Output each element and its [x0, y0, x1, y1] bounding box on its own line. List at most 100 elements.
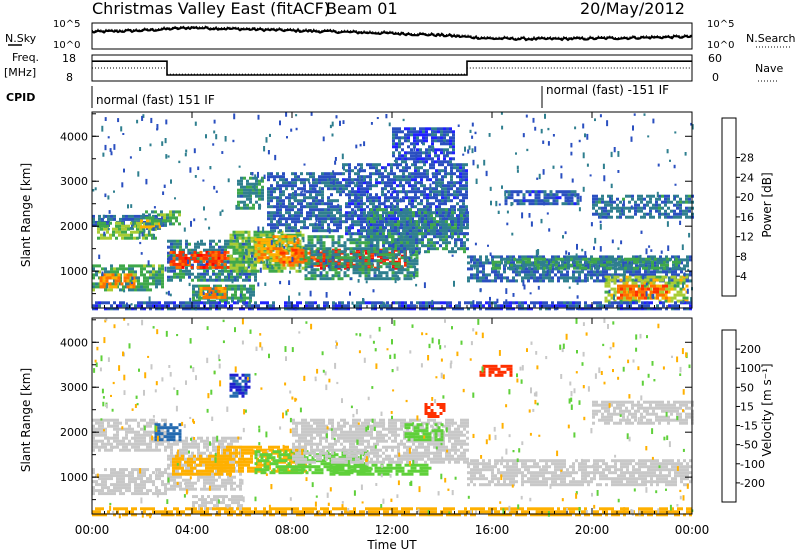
heat-cell-18	[442, 232, 445, 236]
heat-cell-18	[463, 250, 466, 254]
heat-cell-19	[434, 151, 437, 155]
heat-cell-15	[249, 188, 252, 192]
heat-cell-20	[563, 261, 566, 265]
heat-cell-16	[267, 175, 270, 179]
heat-cell-14	[316, 247, 320, 251]
heat-cell-18	[388, 232, 391, 236]
heat-cell-25	[543, 193, 547, 197]
heat-cell-14	[310, 253, 314, 257]
heat-cell-10	[298, 257, 302, 261]
heat-cell-14	[331, 274, 335, 278]
heat-cell-2	[95, 282, 98, 286]
heat-cell-20	[488, 279, 491, 283]
heat-cell-16	[312, 205, 315, 209]
heat-cell-20	[485, 276, 488, 280]
heat-cell-12	[291, 263, 295, 267]
heat-cell-18	[427, 229, 430, 233]
heat-cell-24	[652, 194, 655, 198]
heat-cell-17	[456, 196, 459, 200]
heat-cell-20	[566, 276, 569, 280]
heat-cell-2	[104, 267, 107, 271]
heat-cell-1	[103, 227, 106, 231]
heat-cell-7	[196, 259, 200, 263]
heat-cell-1	[139, 221, 142, 225]
heat-cell-16	[267, 217, 270, 221]
heat-cell-24	[655, 203, 658, 207]
heat-cell-14	[337, 238, 341, 242]
heat-cell-24	[652, 215, 655, 219]
heat-cell-17	[345, 220, 348, 224]
heat-cell-17	[351, 202, 354, 206]
heat-cell-16	[291, 220, 294, 224]
heat-cell-22	[679, 275, 683, 279]
heat-cell-20	[653, 273, 656, 277]
heat-cell-16	[339, 214, 342, 218]
heat-cell-2	[101, 267, 104, 271]
heat-cell-12	[288, 263, 292, 267]
heat-cell-22	[646, 284, 650, 288]
heat-cell-19	[410, 127, 413, 131]
heat-cell-6	[224, 269, 227, 273]
heat-cell-14	[355, 244, 359, 248]
heat-cell-16	[294, 190, 297, 194]
heat-cell-18	[367, 211, 370, 215]
heat-cell-14	[385, 253, 389, 257]
heat-cell-17	[420, 166, 423, 170]
heat-cell-19	[434, 136, 437, 140]
heat-cell-18	[394, 223, 397, 227]
heat-cell-21	[567, 266, 570, 270]
heat-cell-6	[188, 242, 191, 246]
heat-cell-21	[642, 260, 645, 264]
heat-cell-16	[303, 217, 306, 221]
heat-cell-19	[422, 130, 425, 134]
heat-cell-17	[351, 214, 354, 218]
heat-cell-18	[463, 235, 466, 239]
heat-cell-5	[163, 219, 166, 223]
heat-cell-17	[459, 199, 462, 203]
heat-cell-24	[595, 194, 598, 198]
heat-cell-20	[638, 267, 641, 271]
heat-cell-11	[275, 259, 279, 263]
heat-cell-17	[420, 172, 423, 176]
heat-cell-26	[182, 307, 185, 311]
heat-cell-19	[413, 136, 416, 140]
heat-cell-18	[406, 247, 409, 251]
heat-cell-9	[217, 295, 221, 299]
heat-cell-6	[200, 278, 203, 282]
heat-cell-18	[367, 214, 370, 218]
heat-cell-26	[209, 301, 212, 305]
heat-cell-14	[322, 268, 326, 272]
heat-cell-5	[175, 216, 178, 220]
heat-cell-18	[457, 220, 460, 224]
heat-cell-17	[381, 220, 384, 224]
heat-cell-14	[331, 262, 335, 266]
heat-cell-14	[352, 247, 356, 251]
heat-cell-0	[137, 217, 140, 221]
heat-cell-18	[466, 223, 469, 227]
heat-cell-17	[378, 223, 381, 227]
heat-cell-5	[166, 213, 169, 217]
heat-cell-20	[479, 261, 482, 265]
heat-cell-22	[664, 293, 668, 297]
heat-cell-9	[220, 295, 224, 299]
heat-cell-14	[376, 250, 380, 254]
heat-cell-3	[126, 276, 130, 280]
heat-cell-17	[444, 184, 447, 188]
heat-cell-22	[664, 287, 668, 291]
heat-cell-6	[197, 251, 200, 255]
heat-cell-17	[351, 190, 354, 194]
heat-cell-26	[107, 301, 110, 305]
heat-cell-20	[479, 264, 482, 268]
heat-cell-20	[491, 258, 494, 262]
heat-cell-18	[439, 244, 442, 248]
heat-cell-22	[604, 284, 608, 288]
heat-cell-10	[244, 269, 248, 273]
heat-cell-3	[123, 276, 127, 280]
heat-cell-26	[92, 304, 95, 308]
heat-cell-14	[307, 235, 311, 239]
heat-cell-18	[415, 223, 418, 227]
heat-cell-7	[187, 262, 191, 266]
heat-cell-19	[398, 130, 401, 134]
heat-cell-14	[358, 253, 362, 257]
heat-cell-20	[491, 255, 494, 259]
